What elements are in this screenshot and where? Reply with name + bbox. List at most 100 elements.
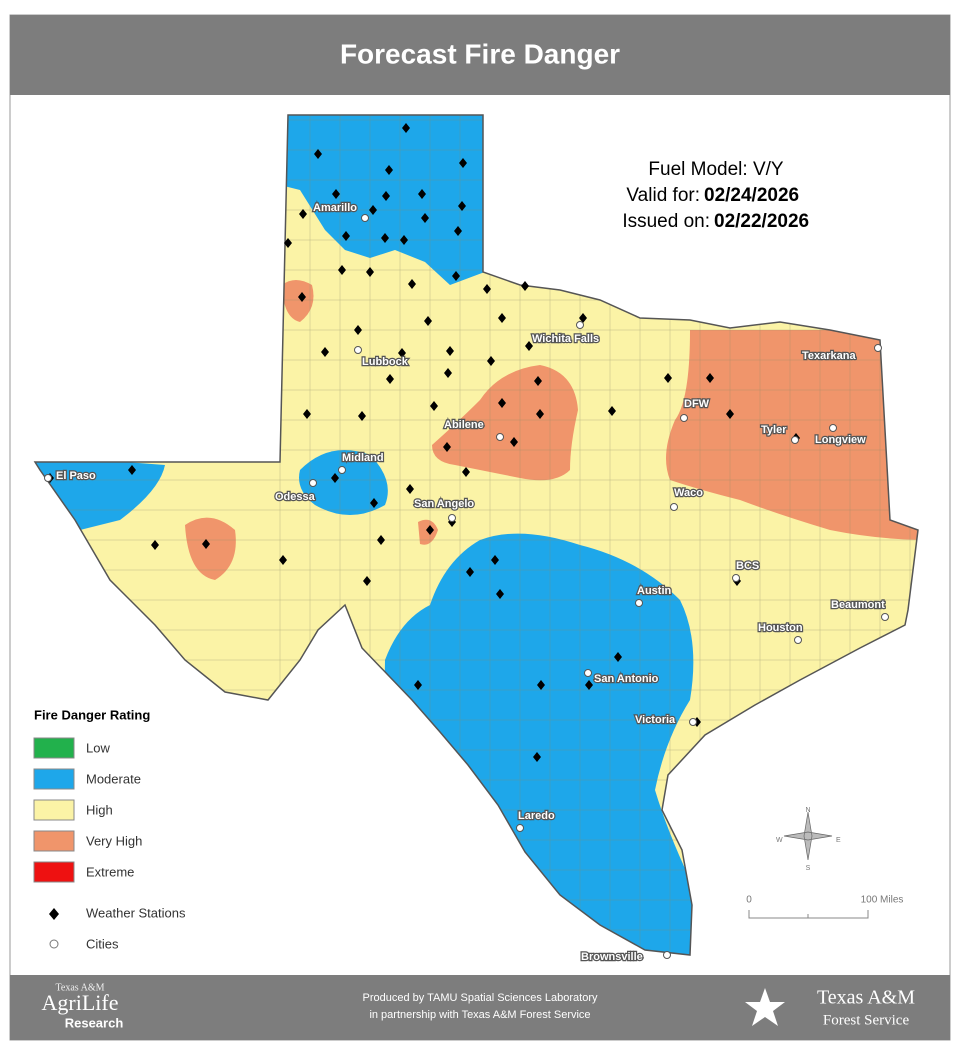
- weather-station: [381, 233, 389, 243]
- weather-station: [614, 652, 622, 662]
- weather-station: [536, 409, 544, 419]
- city-marker: [663, 951, 671, 959]
- weather-station: [369, 205, 377, 215]
- weather-station: [314, 149, 322, 159]
- star-logo: [745, 988, 785, 1026]
- compass-s: S: [806, 865, 811, 872]
- city-marker: [732, 574, 740, 582]
- legend-label: Very High: [86, 833, 142, 848]
- weather-station: [342, 231, 350, 241]
- weather-station: [443, 442, 451, 452]
- city-label: Texarkana: [802, 350, 856, 362]
- weather-station: [279, 555, 287, 565]
- weather-station: [533, 752, 541, 762]
- weather-station: [498, 398, 506, 408]
- weather-station: [202, 539, 210, 549]
- weather-station: [354, 325, 362, 335]
- weather-station: [579, 313, 587, 323]
- weather-station: [424, 316, 432, 326]
- legend-label: Low: [86, 740, 110, 755]
- weather-station: [358, 411, 366, 421]
- city-marker: [496, 433, 504, 441]
- legend-swatch: [33, 768, 75, 790]
- weather-station: [487, 356, 495, 366]
- scale-bar: [748, 910, 869, 919]
- compass-w: W: [776, 837, 783, 844]
- city-label: Lubbock: [362, 356, 409, 368]
- weather-station: [418, 189, 426, 199]
- weather-station: [446, 346, 454, 356]
- forest-top: Texas A&M: [817, 987, 915, 1009]
- city-label: DFW: [684, 398, 710, 410]
- weather-station: [414, 680, 422, 690]
- city-label: Beaumont: [831, 599, 885, 611]
- legend-title: Fire Danger Rating: [34, 707, 150, 722]
- weather-station: [338, 265, 346, 275]
- legend-stations: Weather Stations: [86, 905, 186, 920]
- weather-station: [408, 279, 416, 289]
- city-label: El Paso: [56, 470, 96, 482]
- issued-date: 02/22/2026: [714, 211, 809, 232]
- weather-station: [377, 535, 385, 545]
- compass-e: E: [836, 837, 841, 844]
- city-marker: [361, 214, 369, 222]
- very-high-zone: [185, 517, 236, 580]
- city-label: Victoria: [635, 714, 676, 726]
- scale-end: 100 Miles: [861, 895, 904, 906]
- very-high-zone: [282, 280, 314, 322]
- city-label: Austin: [637, 585, 672, 597]
- weather-station: [444, 368, 452, 378]
- city-marker: [670, 503, 678, 511]
- city-marker: [338, 466, 346, 474]
- city-label: Laredo: [518, 810, 555, 822]
- legend: Low Moderate High Very High Extreme: [33, 737, 142, 883]
- weather-station: [321, 347, 329, 357]
- city-marker: [791, 436, 799, 444]
- weather-station: [332, 189, 340, 199]
- agrilife-top: Texas A&M: [55, 982, 104, 993]
- weather-station: [303, 409, 311, 419]
- title: Forecast Fire Danger: [340, 38, 620, 69]
- city-label: San Angelo: [414, 498, 474, 510]
- weather-station: [366, 267, 374, 277]
- weather-station: [430, 401, 438, 411]
- weather-station: [426, 525, 434, 535]
- very-high-zone: [432, 365, 578, 481]
- city-label: Midland: [342, 452, 384, 464]
- agrilife-mid: AgriLife: [42, 990, 119, 1015]
- weather-station: [458, 201, 466, 211]
- scale-start: 0: [746, 895, 752, 906]
- legend-city-symbol: [49, 939, 59, 949]
- weather-station: [398, 348, 406, 358]
- weather-station: [459, 158, 467, 168]
- legend-label: Extreme: [86, 864, 134, 879]
- legend-label: High: [86, 802, 113, 817]
- weather-station: [462, 467, 470, 477]
- weather-station: [151, 540, 159, 550]
- city-marker: [576, 321, 584, 329]
- weather-station: [498, 313, 506, 323]
- city-label: Wichita Falls: [532, 333, 599, 345]
- city-label: San Antonio: [594, 673, 659, 685]
- city-marker: [635, 599, 643, 607]
- city-marker: [309, 479, 317, 487]
- legend-label: Moderate: [86, 771, 141, 786]
- weather-station: [496, 589, 504, 599]
- weather-station: [521, 281, 529, 291]
- weather-station: [284, 238, 292, 248]
- very-high-zone: [666, 330, 918, 540]
- city-marker: [516, 824, 524, 832]
- weather-station: [664, 373, 672, 383]
- city-label: Brownsville: [581, 951, 643, 963]
- city-marker: [44, 474, 52, 482]
- produced-2: in partnership with Texas A&M Forest Ser…: [369, 1009, 590, 1021]
- city-marker: [689, 718, 697, 726]
- legend-swatch: [33, 799, 75, 821]
- city-label: Waco: [674, 487, 703, 499]
- produced-1: Produced by TAMU Spatial Sciences Labora…: [363, 992, 598, 1004]
- valid-date: 02/24/2026: [704, 185, 799, 206]
- weather-station: [128, 465, 136, 475]
- forest-bottom: Forest Service: [823, 1012, 910, 1028]
- fuel-model: Fuel Model: V/Y: [648, 159, 783, 180]
- legend-swatch: [33, 737, 75, 759]
